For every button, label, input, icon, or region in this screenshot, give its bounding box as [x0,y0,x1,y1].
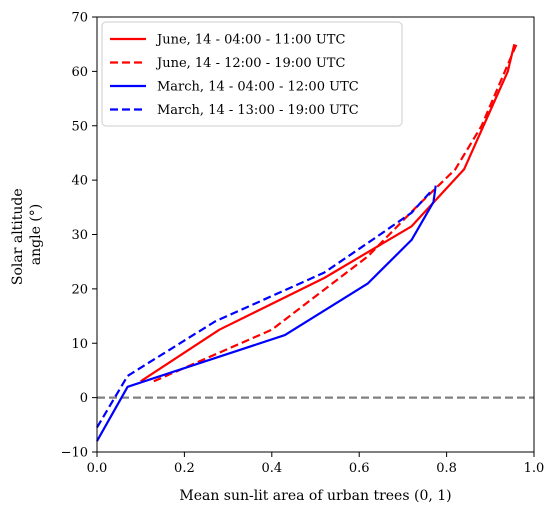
y-tick-label: 0 [80,391,88,406]
y-axis-label: Solar altitude angle (°) [10,184,44,285]
y-tick-label: 10 [71,337,88,352]
y-axis-label-line-2: angle (°) [28,204,44,265]
legend-label-2: March, 14 - 04:00 - 12:00 UTC [157,80,359,95]
y-tick-label: 70 [71,11,88,26]
x-tick-label: 0.8 [436,461,457,476]
y-tick-label: −10 [61,446,88,461]
y-tick-label: 40 [71,174,88,189]
y-tick-label: 30 [71,228,88,243]
series-line-3 [96,190,433,429]
legend-box [101,21,403,127]
x-tick-label: 0.2 [174,461,195,476]
legend-label-1: June, 14 - 12:00 - 19:00 UTC [155,56,345,71]
series-layer [96,43,534,442]
x-tick-label: 1.0 [524,461,545,476]
series-line-0 [140,43,516,383]
x-tick-label: 0.6 [349,461,370,476]
series-line-1 [153,43,518,383]
x-tick-label: 0.4 [261,461,282,476]
x-axis-label: Mean sun-lit area of urban trees (0, 1) [179,488,451,504]
series-line-2 [96,185,437,442]
legend-label-3: March, 14 - 13:00 - 19:00 UTC [157,103,359,118]
legend-label-0: June, 14 - 04:00 - 11:00 UTC [155,33,345,48]
y-tick-label: 20 [71,282,88,297]
ticks-layer: 0.0 0.2 0.4 0.6 0.8 1.0 −10 0 10 20 30 40 50 60 70 [61,11,545,477]
legend: June, 14 - 04:00 - 11:00 UTC June, 14 - 1… [101,21,403,127]
y-axis-label-line-1: Solar altitude [10,188,26,285]
y-tick-label: 50 [71,119,88,134]
y-tick-label: 60 [71,65,88,80]
x-tick-label: 0.0 [87,461,108,476]
